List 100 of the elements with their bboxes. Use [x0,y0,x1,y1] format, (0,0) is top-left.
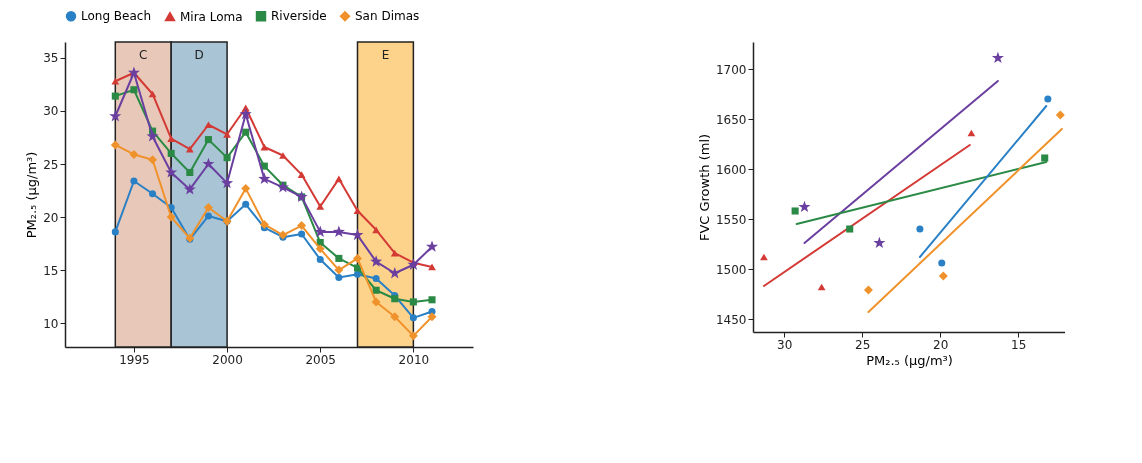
point [129,149,139,159]
point [873,236,886,249]
point [334,265,344,275]
band-label: E [381,48,390,62]
point [791,207,799,215]
point [427,312,437,322]
y-tick-label: 1650 [715,112,747,127]
point [353,270,362,278]
band-label: D [194,48,204,62]
point [242,128,250,136]
x-tick-label: 1995 [119,352,150,367]
y-tick-label: 10 [43,316,59,331]
point [428,296,436,304]
point [426,240,439,252]
point [372,226,380,234]
point [223,154,231,162]
point [315,244,325,254]
y-tick-label: 35 [43,51,59,66]
y-tick-label: 1700 [715,62,747,77]
point [258,172,271,184]
point [242,200,250,208]
y-tick-label: 25 [43,157,59,172]
x-tick-label: 30 [777,337,793,352]
point [259,220,269,229]
point [351,228,364,241]
point [332,225,345,238]
point [916,225,924,233]
point [1041,154,1049,162]
point [276,181,289,193]
point [130,86,138,94]
point [798,200,811,213]
point [166,212,176,222]
point [335,273,343,282]
point [409,298,417,306]
y-tick-label: 1450 [715,312,747,327]
x-axis-title: PM₂.₅ (μg/m³) [866,352,953,368]
legend-label: Riverside [271,9,327,24]
point [111,77,120,85]
point [204,121,213,129]
point [846,225,854,233]
y-tick-label: 1600 [715,162,747,177]
legend-label: Mira Loma [180,9,243,24]
point [297,171,306,178]
point [991,51,1004,64]
x-tick-label: 2000 [212,352,243,367]
point [388,266,401,279]
point [223,130,231,138]
point [316,255,324,264]
legend-label: San Dimas [355,9,420,24]
point [407,258,420,270]
band-label: C [139,48,148,62]
y-tick-label: 30 [43,104,59,119]
point [335,254,343,262]
point [185,145,194,153]
point [863,285,873,295]
point [148,155,158,165]
point [353,207,362,215]
x-tick-label: 2010 [398,352,430,367]
point [110,140,120,150]
point [149,190,157,198]
point [165,166,178,178]
y-tick-label: 20 [43,210,59,225]
point [314,225,327,238]
point [109,109,122,122]
point [409,314,417,322]
y-tick-label: 1500 [715,262,747,277]
point [316,203,325,210]
point [938,259,946,267]
point [428,263,436,271]
y-axis-title: PM₂.₅ (μg/m³) [24,151,40,239]
y-axis-title: FVC Growth (ml) [696,133,712,242]
point [204,136,212,144]
point [202,157,215,170]
y-tick-label: 1550 [715,212,747,227]
point [408,331,418,341]
point [130,177,138,185]
point [203,203,213,212]
point [146,130,159,142]
point [297,221,307,230]
point [279,152,287,159]
point [186,168,194,177]
point [353,264,362,272]
x-tick-label: 25 [855,337,871,352]
point [1055,110,1065,120]
point [241,183,251,193]
point [167,149,175,157]
point [372,286,380,294]
point [167,135,176,142]
point [183,183,196,195]
point [298,230,306,238]
point [148,90,157,98]
point [938,271,948,281]
x-tick-label: 2005 [305,352,337,367]
point [221,176,234,189]
point [370,255,383,267]
x-tick-label: 15 [1011,337,1027,352]
point [334,175,343,183]
point [1044,95,1052,103]
point [372,275,380,283]
legend-label: Long Beach [81,9,152,24]
